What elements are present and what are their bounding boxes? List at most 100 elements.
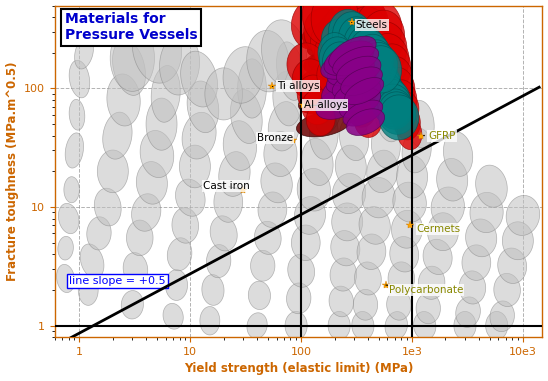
Text: line slope = +0.5: line slope = +0.5	[70, 276, 166, 286]
Polygon shape	[299, 86, 355, 114]
Polygon shape	[386, 80, 417, 120]
Polygon shape	[261, 163, 293, 203]
Polygon shape	[247, 30, 289, 92]
Polygon shape	[443, 132, 473, 176]
Polygon shape	[110, 25, 155, 91]
Polygon shape	[321, 49, 370, 79]
Polygon shape	[223, 46, 264, 103]
Polygon shape	[367, 150, 398, 192]
Polygon shape	[287, 43, 324, 86]
Polygon shape	[146, 98, 177, 150]
Polygon shape	[167, 238, 192, 271]
Polygon shape	[322, 19, 357, 59]
Polygon shape	[247, 313, 267, 339]
Polygon shape	[98, 150, 128, 193]
Polygon shape	[360, 10, 404, 64]
Polygon shape	[416, 293, 441, 324]
Polygon shape	[136, 162, 168, 204]
Polygon shape	[414, 312, 436, 340]
Polygon shape	[391, 210, 423, 248]
Polygon shape	[315, 79, 344, 134]
Polygon shape	[345, 77, 384, 105]
Polygon shape	[349, 29, 389, 76]
Polygon shape	[318, 11, 361, 60]
Polygon shape	[381, 67, 415, 110]
Polygon shape	[230, 90, 262, 144]
Polygon shape	[151, 66, 180, 122]
Polygon shape	[200, 307, 220, 335]
Polygon shape	[175, 179, 205, 216]
Polygon shape	[328, 10, 366, 54]
Polygon shape	[187, 81, 219, 133]
Polygon shape	[205, 68, 243, 120]
Polygon shape	[288, 255, 315, 287]
Polygon shape	[334, 79, 380, 109]
Text: Al alloys: Al alloys	[304, 100, 347, 110]
Polygon shape	[207, 245, 231, 278]
Polygon shape	[69, 60, 90, 98]
Polygon shape	[58, 236, 73, 260]
Polygon shape	[313, 69, 370, 98]
Polygon shape	[431, 187, 465, 227]
Polygon shape	[339, 116, 369, 161]
Polygon shape	[377, 57, 413, 102]
Polygon shape	[374, 84, 412, 127]
Polygon shape	[300, 64, 359, 94]
Polygon shape	[302, 20, 354, 44]
Polygon shape	[344, 88, 370, 135]
Text: Materials for
Pressure Vessels: Materials for Pressure Vessels	[65, 12, 197, 42]
Polygon shape	[335, 145, 366, 188]
Polygon shape	[296, 111, 351, 137]
Polygon shape	[362, 178, 395, 218]
Polygon shape	[56, 264, 75, 293]
Polygon shape	[494, 274, 521, 307]
Y-axis label: Fracture toughness (MPa.m^0.5): Fracture toughness (MPa.m^0.5)	[5, 62, 19, 281]
Polygon shape	[352, 311, 374, 340]
Polygon shape	[370, 79, 410, 124]
X-axis label: Yield strength (elastic limit) (MPa): Yield strength (elastic limit) (MPa)	[184, 362, 413, 375]
Polygon shape	[210, 216, 237, 251]
Polygon shape	[268, 102, 300, 151]
Polygon shape	[331, 26, 371, 70]
Polygon shape	[393, 104, 420, 140]
Polygon shape	[390, 237, 419, 272]
Polygon shape	[75, 37, 94, 69]
Polygon shape	[388, 262, 415, 295]
Polygon shape	[107, 74, 140, 126]
Polygon shape	[277, 42, 304, 101]
Polygon shape	[261, 20, 306, 86]
Text: Cast iron: Cast iron	[203, 181, 250, 191]
Polygon shape	[250, 250, 275, 281]
Polygon shape	[332, 69, 376, 98]
Polygon shape	[329, 36, 376, 69]
Polygon shape	[350, 17, 392, 69]
Polygon shape	[123, 253, 148, 286]
Polygon shape	[327, 56, 374, 86]
Polygon shape	[172, 208, 198, 243]
Polygon shape	[397, 117, 422, 150]
Polygon shape	[375, 95, 403, 142]
Polygon shape	[342, 37, 378, 77]
Polygon shape	[319, 37, 355, 80]
Polygon shape	[326, 65, 368, 93]
Polygon shape	[360, 42, 397, 87]
Polygon shape	[332, 173, 366, 214]
Polygon shape	[456, 297, 481, 327]
Polygon shape	[347, 94, 376, 127]
Polygon shape	[94, 188, 121, 226]
Polygon shape	[304, 8, 344, 56]
Polygon shape	[418, 266, 445, 299]
Polygon shape	[365, 22, 407, 74]
Polygon shape	[302, 0, 351, 45]
Polygon shape	[355, 262, 381, 295]
Polygon shape	[466, 219, 496, 257]
Polygon shape	[287, 283, 311, 314]
Polygon shape	[311, 0, 358, 46]
Polygon shape	[345, 40, 383, 82]
Polygon shape	[343, 100, 383, 126]
Polygon shape	[379, 95, 419, 140]
Polygon shape	[348, 43, 388, 88]
Polygon shape	[454, 311, 476, 340]
Polygon shape	[377, 89, 413, 129]
Polygon shape	[355, 107, 381, 138]
